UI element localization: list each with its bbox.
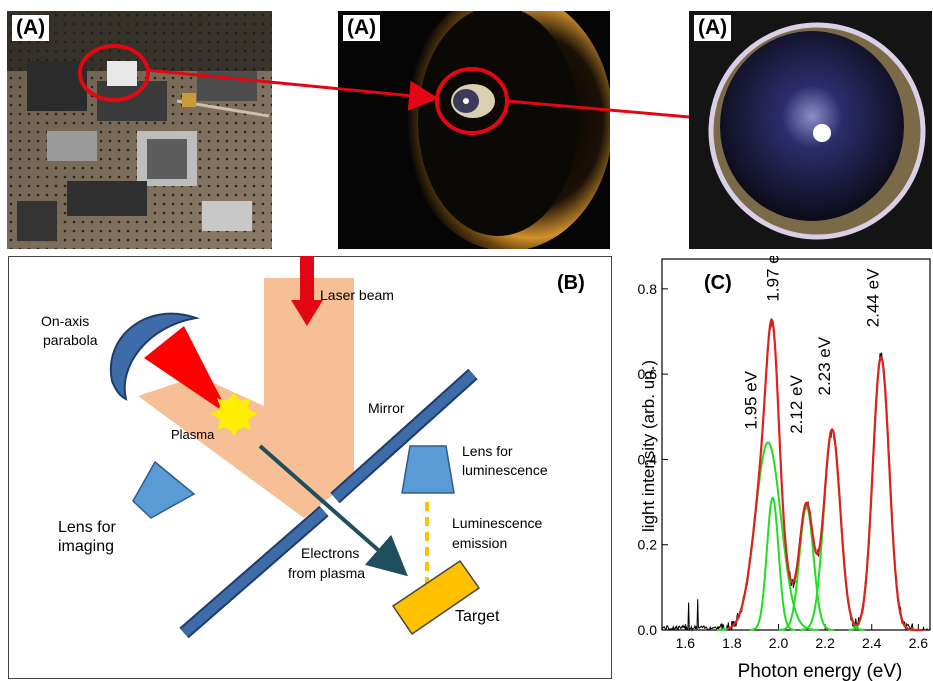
label-parabola-2: parabola [43,332,98,348]
highlight-arrow-2 [506,99,690,119]
panel-a1-label: (A) [12,15,50,41]
peak-label-4: 2.23 eV [815,336,834,395]
highlight-arrow-1 [145,68,439,111]
gaussian-component-3 [778,505,835,631]
y-tick-label: 0.2 [638,537,658,553]
peak-label-5: 2.44 eV [864,268,883,327]
label-mirror: Mirror [368,400,405,416]
electron-path [258,444,409,577]
peak-label-1: 1.95 eV [741,370,760,429]
panel-c-label: (C) [704,272,732,294]
label-lens-lum-2: luminescence [462,462,548,478]
laser-beam-path [138,278,354,518]
label-electrons-2: from plasma [288,565,365,581]
panel-c-spectrum-chart: (C) 1.6 1.8 2.0 2.2 2.4 2.6 0.0 0.2 0.4 0.6 0.8 1.… [638,256,931,681]
peak-label-2: 1.97 eV [764,256,783,302]
x-tick-label: 1.6 [676,635,696,651]
label-electrons-1: Electrons [301,545,359,561]
highlight-circle-chamber [435,67,509,135]
y-axis-title: light intensity (arb. un.) [639,360,658,532]
label-target: Target [455,608,500,625]
panel-b-schematic: (B) Laser beam On-axis parabola Plasma M… [8,256,612,679]
laser-arrow-head [291,300,323,326]
label-plasma: Plasma [171,427,215,442]
label-lum-emission-2: emission [452,535,507,551]
label-laser-beam: Laser beam [320,287,394,303]
fit-curve-line [727,318,923,632]
x-axis-title: Photon energy (eV) [738,661,903,681]
lens-luminescence [401,445,455,494]
x-tick-label: 1.8 [722,635,742,651]
target-plate [391,559,481,636]
lens-imaging [132,460,196,519]
parabola-mirror [109,312,197,401]
x-tick-label: 2.4 [862,635,882,651]
panel-a2-label: (A) [343,15,381,41]
label-lum-emission-1: Luminescence [452,515,542,531]
label-lens-lum-1: Lens for [462,443,513,459]
panel-b-label: (B) [557,272,585,294]
y-tick-label: 0.6 [638,366,658,382]
x-tick-label: 2.0 [769,635,789,651]
y-tick-label: 0.0 [638,622,658,638]
label-lens-img-1: Lens for [58,519,116,536]
peak-label-3: 2.12 eV [787,375,806,434]
y-tick-label: 0.4 [638,451,658,467]
label-lens-img-2: imaging [58,538,114,555]
photo-crystal-closeup [689,11,932,249]
highlight-circle-setup [78,44,150,102]
label-parabola-1: On-axis [41,313,89,329]
x-tick-label: 2.6 [909,635,929,651]
crystal-closeup-image [689,11,932,249]
panel-a3-label: (A) [694,15,732,41]
y-tick-label: 0.8 [638,281,658,297]
focused-beam-cone [144,326,230,416]
x-tick-label: 2.2 [815,635,835,651]
laser-arrow-shaft [300,256,314,304]
